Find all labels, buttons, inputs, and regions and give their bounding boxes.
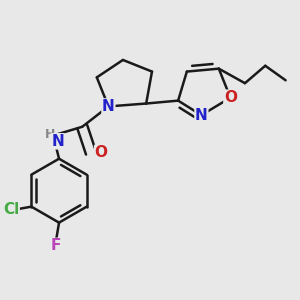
- Text: Cl: Cl: [3, 202, 19, 217]
- Text: O: O: [95, 146, 108, 160]
- Text: N: N: [51, 134, 64, 149]
- Text: N: N: [102, 99, 115, 114]
- Text: O: O: [224, 90, 237, 105]
- Text: H: H: [45, 128, 56, 140]
- Text: N: N: [195, 108, 208, 123]
- Text: F: F: [51, 238, 61, 253]
